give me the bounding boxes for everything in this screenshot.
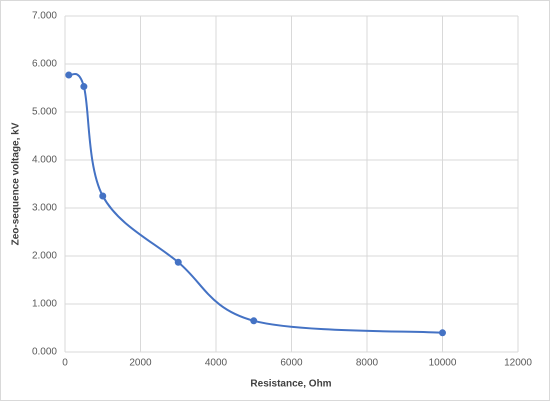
x-tick-label: 8000: [356, 358, 379, 369]
data-point: [250, 317, 258, 325]
y-tick-label: 7.000: [32, 11, 57, 22]
y-tick-label: 5.000: [32, 107, 57, 118]
y-tick-label: 2.000: [32, 251, 57, 262]
data-point: [174, 258, 182, 266]
x-tick-label: 0: [62, 358, 68, 369]
x-axis-title: Resistance, Ohm: [250, 379, 331, 390]
x-tick-label: 6000: [280, 358, 303, 369]
x-tick-label: 2000: [129, 358, 152, 369]
y-tick-label: 4.000: [32, 155, 57, 166]
x-tick-label: 12000: [504, 358, 532, 369]
data-point: [439, 329, 446, 337]
data-point: [65, 71, 73, 79]
y-tick-label: 3.000: [32, 203, 57, 214]
y-axis-title: Zeo-sequence voltage, kV: [11, 122, 22, 245]
y-tick-label: 1.000: [32, 299, 57, 310]
y-tick-label: 0.000: [32, 347, 57, 358]
x-tick-label: 10000: [429, 358, 457, 369]
y-tick-label: 6.000: [32, 59, 57, 70]
x-tick-label: 4000: [205, 358, 228, 369]
data-point: [80, 83, 88, 91]
data-point: [99, 192, 107, 200]
